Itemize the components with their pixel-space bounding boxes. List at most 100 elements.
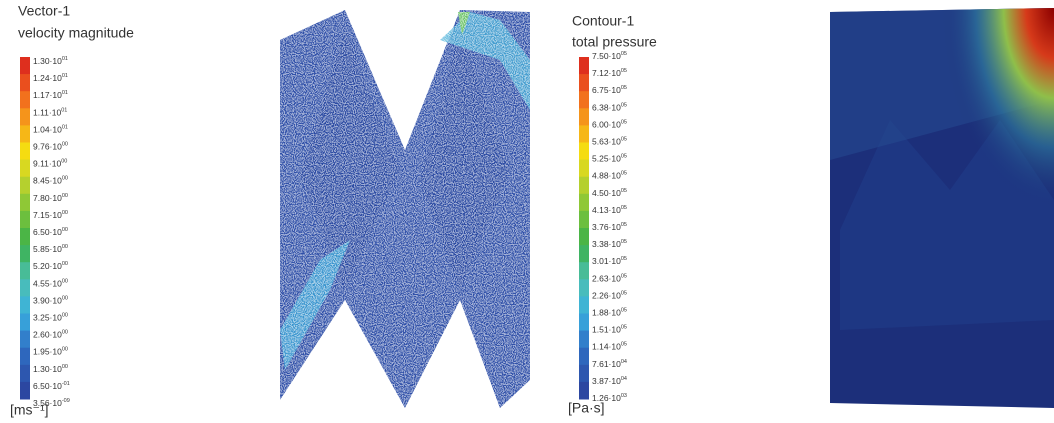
label-exponent: 00 [62, 313, 68, 319]
label-exponent: 00 [62, 227, 68, 233]
color-swatch [20, 74, 30, 92]
label-exponent: 05 [621, 342, 627, 348]
label-exponent: 00 [62, 193, 68, 199]
color-swatch [579, 279, 589, 297]
label-exponent: 05 [621, 240, 627, 246]
label-exponent: -09 [62, 398, 70, 404]
color-swatch [579, 313, 589, 332]
colorbar-label: 6.50·1000 [33, 227, 68, 237]
colorbar-label: 1.11·1001 [33, 108, 67, 118]
colorbar-label: 1.30·1001 [33, 56, 68, 66]
label-base: 7.12·10 [592, 68, 621, 78]
label-exponent: 05 [621, 120, 627, 126]
label-exponent: 00 [62, 330, 68, 336]
color-swatch [579, 296, 589, 314]
color-swatch [579, 159, 589, 178]
colorbar-label: 6.00·1005 [592, 120, 627, 130]
legend-unit: [Pa·s] [568, 400, 605, 416]
label-base: 4.13·10 [592, 205, 621, 215]
color-swatch [579, 262, 589, 280]
label-base: 2.63·10 [592, 274, 621, 284]
label-base: 9.76·10 [33, 142, 62, 152]
label-base: 6.50·10 [33, 381, 62, 391]
colorbar-label: 5.85·1000 [33, 244, 68, 254]
color-swatch [579, 381, 589, 400]
colorbar-label: 3.01·1005 [592, 256, 627, 266]
label-base: 2.60·10 [33, 330, 62, 340]
label-exponent: 05 [621, 171, 627, 177]
label-exponent: 05 [621, 257, 627, 263]
label-exponent: 05 [621, 308, 627, 314]
color-swatch [20, 262, 30, 280]
color-swatch [579, 245, 589, 263]
color-swatch [579, 125, 589, 143]
colorbar-label: 4.13·1005 [592, 205, 627, 215]
label-base: 6.50·10 [33, 227, 62, 237]
colorbar-label: 1.04·1001 [33, 125, 68, 135]
color-swatch [20, 125, 30, 143]
color-swatch [20, 330, 30, 349]
color-swatch [20, 159, 30, 178]
colorbar-label: 7.80·1000 [33, 193, 68, 203]
colorbar-label: 6.38·1005 [592, 103, 627, 113]
color-swatch [20, 228, 30, 246]
label-base: 3.90·10 [33, 296, 62, 306]
label-base: 1.26·10 [592, 393, 621, 403]
label-base: 3.25·10 [33, 313, 62, 323]
label-base: 5.20·10 [33, 261, 62, 271]
color-swatch [579, 364, 589, 383]
label-exponent: 00 [62, 364, 68, 370]
color-swatch [579, 347, 589, 366]
colorbar-label: 7.15·1000 [33, 210, 68, 220]
label-exponent: 05 [621, 69, 627, 75]
label-exponent: 01 [61, 108, 67, 114]
color-swatch [20, 364, 30, 383]
colorbar-label: 4.88·1005 [592, 171, 627, 181]
label-base: 1.24·10 [33, 73, 62, 83]
label-exponent: 00 [62, 176, 68, 182]
colorbar-label: 4.55·1000 [33, 279, 68, 289]
label-base: 7.15·10 [33, 210, 62, 220]
label-base: 3.38·10 [592, 239, 621, 249]
color-swatch [579, 210, 589, 229]
label-exponent: 03 [621, 393, 627, 399]
color-swatch [20, 347, 30, 366]
label-base: 7.80·10 [33, 193, 62, 203]
color-swatch [20, 108, 30, 126]
color-swatch [579, 74, 589, 92]
label-base: 7.50·10 [592, 51, 621, 61]
label-base: 1.04·10 [33, 125, 62, 135]
label-exponent: 00 [62, 262, 68, 268]
label-exponent: 01 [62, 91, 68, 97]
colorbar-label: 3.90·1000 [33, 296, 68, 306]
label-base: 3.76·10 [592, 222, 621, 232]
legend-title: Vector-1 [18, 3, 70, 19]
label-base: 5.85·10 [33, 244, 62, 254]
contour-image [830, 8, 1054, 408]
colorbar-label: 1.30·1000 [33, 364, 68, 374]
label-base: 1.30·10 [33, 364, 62, 374]
color-swatch [20, 142, 30, 161]
colorbar-label: 4.50·1005 [592, 188, 627, 198]
label-base: 4.50·10 [592, 188, 621, 198]
label-exponent: 01 [62, 56, 68, 62]
colorbar-label: 1.17·1001 [33, 90, 68, 100]
label-base: 1.14·10 [592, 342, 621, 352]
color-swatch [579, 330, 589, 349]
label-base: 9.11·10 [33, 159, 61, 169]
label-exponent: 00 [62, 296, 68, 302]
label-exponent: 00 [62, 142, 68, 148]
label-base: 2.26·10 [592, 291, 621, 301]
label-exponent: 00 [62, 279, 68, 285]
label-base: 5.63·10 [592, 137, 621, 147]
label-base: 1.95·10 [33, 347, 62, 357]
colorbar-label: 2.26·1005 [592, 291, 627, 301]
label-exponent: 05 [621, 103, 627, 109]
colorbar-label: 3.56·10-09 [33, 398, 70, 408]
color-swatch [20, 91, 30, 109]
label-base: 6.38·10 [592, 103, 621, 113]
color-swatch [20, 210, 30, 229]
label-exponent: 05 [621, 137, 627, 143]
label-exponent: 00 [62, 245, 68, 251]
